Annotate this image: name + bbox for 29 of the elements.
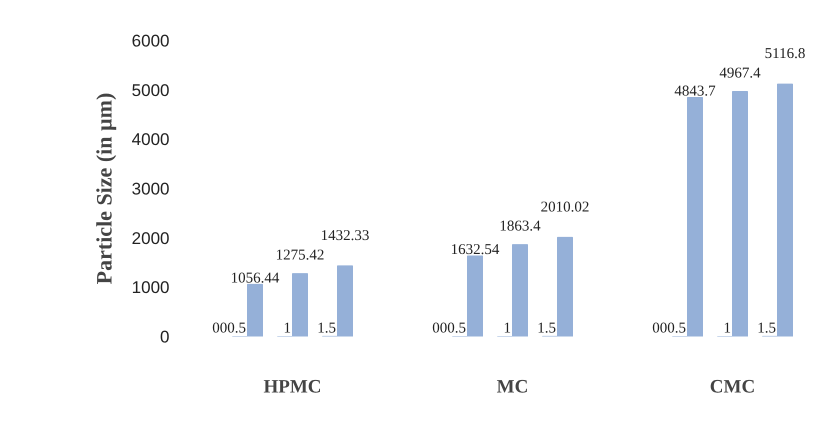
data-label: 1 <box>504 320 511 336</box>
data-label: 5116.8 <box>764 46 806 62</box>
data-label: 1275.42 <box>276 248 324 264</box>
x-tick-label: HPMC <box>263 376 322 398</box>
y-tick-label: 2000 <box>132 228 170 248</box>
data-label: 1.5 <box>537 320 556 336</box>
data-label: 000.5 <box>432 320 466 336</box>
data-label: 000.5 <box>212 320 246 336</box>
data-label: 1.5 <box>757 320 776 336</box>
x-tick-label: CMC <box>710 376 756 398</box>
y-tick-label: 1000 <box>132 278 170 298</box>
data-label: 1.5 <box>317 320 336 336</box>
y-tick-label: 4000 <box>132 130 170 150</box>
x-tick-label: MC <box>496 376 528 398</box>
data-label: 4967.4 <box>719 65 762 82</box>
data-label: 4843.7 <box>674 84 716 100</box>
data-label: 1 <box>724 320 731 336</box>
data-label: 2010.02 <box>540 199 590 216</box>
data-label: 000.5 <box>652 320 686 336</box>
data-label: 1863.4 <box>499 218 542 235</box>
y-tick-label: 0 <box>160 328 170 346</box>
y-tick-label: 3000 <box>132 180 170 198</box>
y-tick-label: 5000 <box>132 80 170 100</box>
data-label: 1632.54 <box>450 242 500 258</box>
y-tick-label: 6000 <box>132 32 170 50</box>
data-label: 1 <box>284 320 291 336</box>
data-label: 1056.44 <box>230 270 280 286</box>
y-axis-title: Particle Size (in µm) <box>92 92 117 284</box>
data-label: 1432.33 <box>320 228 370 244</box>
